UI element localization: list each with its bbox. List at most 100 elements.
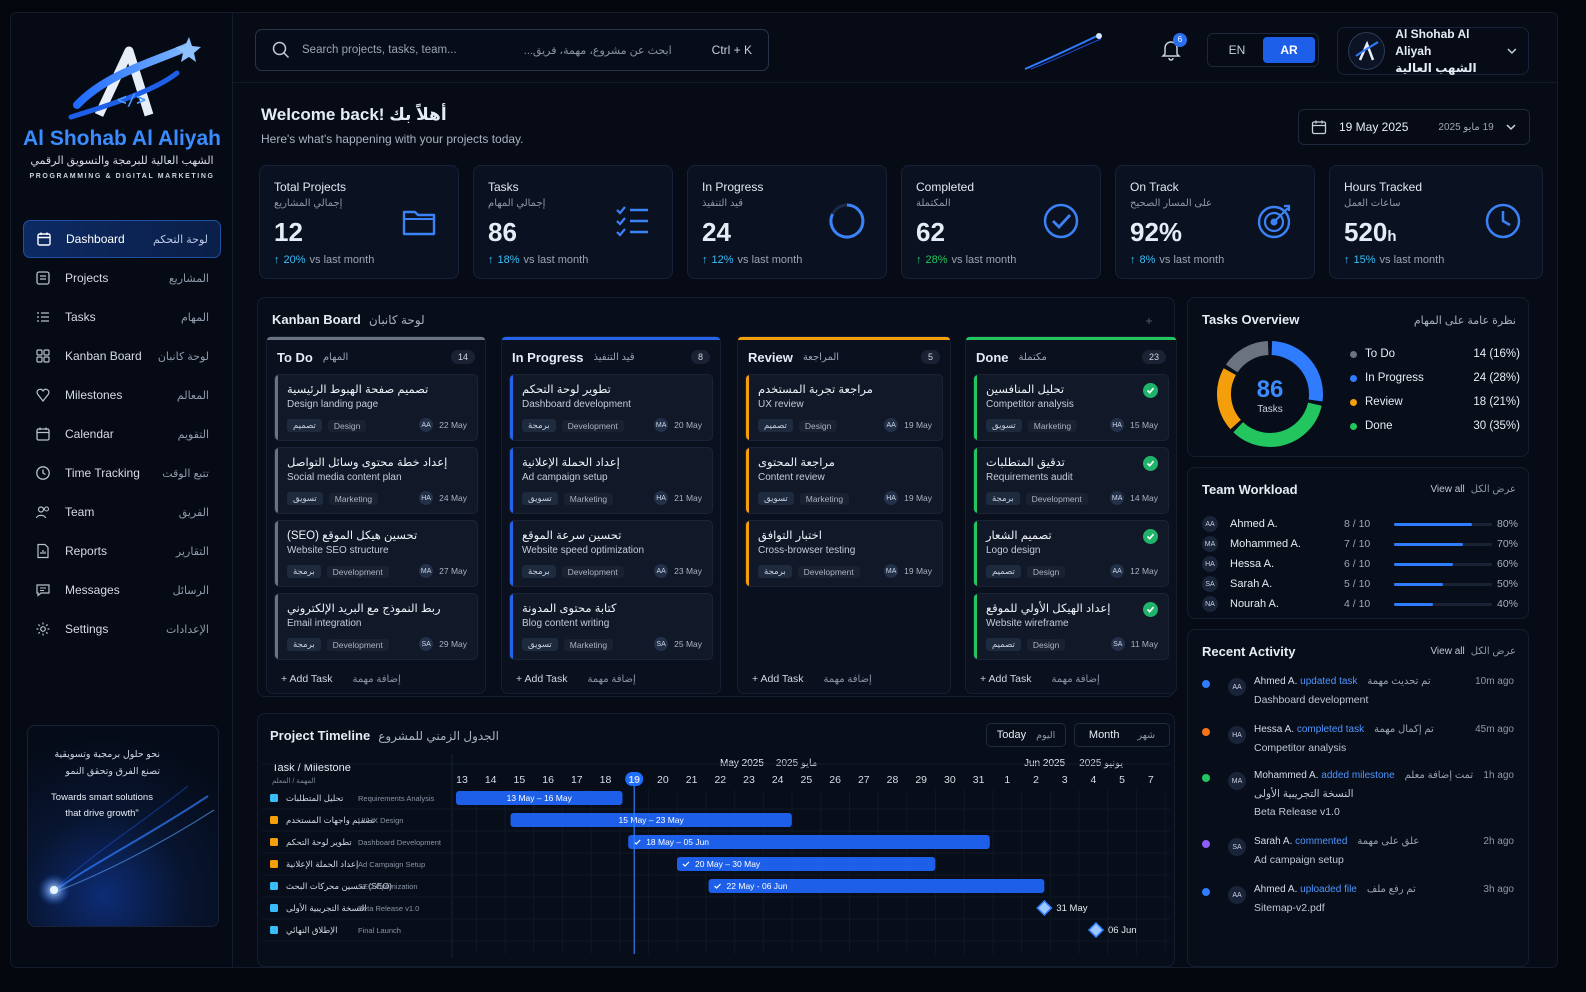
task-card[interactable]: مراجعة تجربة المستخدم UX review تصميم Desig…: [745, 374, 943, 441]
card-status-bar: [275, 375, 278, 440]
calendar-icon: [1311, 120, 1327, 135]
task-card[interactable]: تحسين سرعة الموقع Website speed optimizat…: [509, 520, 713, 587]
add-task-label[interactable]: + Add Task: [281, 673, 333, 685]
activity-action[interactable]: completed task: [1296, 724, 1365, 735]
task-card[interactable]: ربط النموذج مع البريد الإلكتروني Email in…: [274, 593, 478, 660]
column-count: 14: [450, 350, 475, 364]
sidebar-item-tasks[interactable]: Tasks المهام: [23, 298, 221, 336]
add-task-label-ar[interactable]: إضافة مهمة: [352, 674, 401, 685]
milestone-diamond-icon[interactable]: [1087, 921, 1105, 939]
activity-action[interactable]: commented: [1295, 836, 1348, 847]
activity-action[interactable]: uploaded file: [1300, 884, 1357, 895]
card-tags: تسويق Marketing: [758, 492, 850, 505]
workload-row[interactable]: AA Ahmed A. 8 / 10 80%: [1202, 514, 1518, 534]
workload-row[interactable]: NA Nourah A. 4 / 10 40%: [1202, 594, 1518, 614]
workload-row[interactable]: SA Sarah A. 5 / 10 50%: [1202, 574, 1518, 594]
search-placeholder[interactable]: Search projects, tasks, team...: [302, 44, 457, 56]
activity-item[interactable]: AA Ahmed A. updated task تم تحديث مهمة Dash…: [1202, 676, 1514, 716]
lang-en-button[interactable]: EN: [1228, 43, 1246, 57]
workload-row[interactable]: HA Hessa A. 6 / 10 60%: [1202, 554, 1518, 574]
sidebar-item-reports[interactable]: Reports التقارير: [23, 532, 221, 570]
add-task-label-ar[interactable]: إضافة مهمة: [1051, 674, 1100, 685]
task-card[interactable]: إعداد خطة محتوى وسائل التواصل Social medi…: [274, 447, 478, 514]
task-card[interactable]: تدقيق المتطلبات Requirements audit برمجة De…: [973, 447, 1169, 514]
milestone-diamond-icon[interactable]: [1036, 899, 1053, 917]
sidebar-item-team[interactable]: Team الفريق: [23, 493, 221, 531]
card-title-ar: كتابة محتوى المدونة: [522, 601, 702, 615]
task-card[interactable]: إعداد الحملة الإعلانية Ad campaign setup ت…: [509, 447, 713, 514]
sidebar-item-calendar[interactable]: Calendar التقويم: [23, 415, 221, 453]
task-card[interactable]: تصميم الشعار Logo design تصميم Design AA 12 M…: [973, 520, 1169, 587]
member-score: 4 / 10: [1344, 598, 1371, 610]
sidebar-item-settings[interactable]: Settings الإعدادات: [23, 610, 221, 648]
kpi-card-in-progress[interactable]: In Progress قيد التنفيذ 24 ↑ 12% vs last mont…: [687, 165, 887, 279]
donut-slice-done[interactable]: [1233, 402, 1322, 447]
today-button[interactable]: Today اليوم: [986, 723, 1066, 747]
task-card[interactable]: تحسين هيكل الموقع (SEO) Website SEO struc…: [274, 520, 478, 587]
add-task-label[interactable]: + Add Task: [980, 673, 1032, 685]
add-task-label-ar[interactable]: إضافة مهمة: [823, 674, 872, 685]
activity-detail: Dashboard development: [1254, 694, 1369, 706]
sidebar-item-projects[interactable]: Projects المشاريع: [23, 259, 221, 297]
gantt-bar[interactable]: [708, 879, 1045, 893]
kpi-card-completed[interactable]: Completed المكتملة 62 ↑ 28% vs last month: [901, 165, 1101, 279]
month-view-button[interactable]: Month شهر: [1074, 723, 1170, 747]
gantt-bar[interactable]: [456, 791, 623, 805]
tasks-overview-title: Tasks Overview: [1202, 312, 1300, 327]
date-picker[interactable]: 19 May 2025 19 مايو 2025: [1298, 109, 1530, 145]
kpi-card-total-projects[interactable]: Total Projects إجمالي المشاريع 12 ↑ 20% vs la…: [259, 165, 459, 279]
gantt-bar[interactable]: [676, 857, 936, 871]
user-menu[interactable]: Al Shohab Al Aliyah الشهب العالية: [1337, 27, 1529, 75]
sidebar-item-time-tracking[interactable]: Time Tracking تتبع الوقت: [23, 454, 221, 492]
view-all-label[interactable]: View all: [1430, 646, 1465, 657]
task-card[interactable]: اختبار التوافق Cross-browser testing برمجة…: [745, 520, 943, 587]
sidebar-item-label-ar: الإعدادات: [165, 623, 209, 636]
sidebar-item-messages[interactable]: Messages الرسائل: [23, 571, 221, 609]
add-task-button[interactable]: + Add Task إضافة مهمة: [752, 673, 872, 685]
kpi-card-on-track[interactable]: On Track على المسار الصحيح 92% ↑ 8% vs last m…: [1115, 165, 1315, 279]
add-task-label[interactable]: + Add Task: [516, 673, 568, 685]
card-tag: Design: [798, 419, 838, 432]
workload-row[interactable]: MA Mohammed A. 7 / 10 70%: [1202, 534, 1518, 554]
kpi-card-tasks[interactable]: Tasks إجمالي المهام 86 ↑ 18% vs last month: [473, 165, 673, 279]
activity-action[interactable]: added milestone: [1321, 770, 1395, 781]
sidebar-item-kanban-board[interactable]: Kanban Board لوحة كانبان: [23, 337, 221, 375]
add-task-label-ar[interactable]: إضافة مهمة: [587, 674, 636, 685]
task-card[interactable]: تطوير لوحة التحكم Dashboard development بر…: [509, 374, 713, 441]
task-card[interactable]: إعداد الهيكل الأولي للموقع Website wirefr…: [973, 593, 1169, 660]
donut-slice-review[interactable]: [1217, 368, 1242, 430]
add-task-button[interactable]: + Add Task إضافة مهمة: [281, 673, 401, 685]
sidebar-item-label-ar: لوحة كانبان: [157, 350, 209, 363]
task-card[interactable]: كتابة محتوى المدونة Blog content writing ت…: [509, 593, 713, 660]
search-placeholder-ar[interactable]: ابحث عن مشروع، مهمة، فريق...: [523, 44, 672, 57]
task-card[interactable]: تحليل المنافسين Competitor analysis تسويق M…: [973, 374, 1169, 441]
lang-ar-button[interactable]: AR: [1263, 37, 1315, 63]
view-all-label[interactable]: View all: [1430, 484, 1465, 495]
gantt-bar[interactable]: [510, 813, 792, 827]
gantt-bar[interactable]: [628, 835, 990, 849]
add-task-button[interactable]: + Add Task إضافة مهمة: [980, 673, 1100, 685]
activity-item[interactable]: MA Mohammed A. added milestone تمت إضافة م…: [1202, 770, 1514, 818]
brand-logo[interactable]: </> Al Shohab Al Aliyah الشهب العالية لل…: [11, 33, 233, 180]
add-task-label[interactable]: + Add Task: [752, 673, 804, 685]
task-card[interactable]: مراجعة المحتوى Content review تسويق Marketi…: [745, 447, 943, 514]
kanban-options-icon[interactable]: [1144, 316, 1154, 326]
sidebar-item-dashboard[interactable]: Dashboard لوحة التحكم: [23, 220, 221, 258]
view-all-label-ar[interactable]: عرض الكل: [1470, 484, 1516, 495]
activity-item[interactable]: SA Sarah A. commented علق على مهمة Ad campa…: [1202, 836, 1514, 876]
search-bar[interactable]: Search projects, tasks, team... ابحث عن …: [255, 29, 769, 71]
activity-action[interactable]: updated task: [1300, 676, 1358, 687]
task-card[interactable]: تصميم صفحة الهبوط الرئيسية Design landing…: [274, 374, 478, 441]
team-workload-view-all[interactable]: View all عرض الكل: [1430, 484, 1516, 495]
view-all-label-ar[interactable]: عرض الكل: [1470, 646, 1516, 657]
activity-item[interactable]: HA Hessa A. completed task تم إكمال مهمة Co…: [1202, 724, 1514, 764]
donut-slice-in-progress[interactable]: [1271, 341, 1323, 402]
activity-time: 10m ago: [1475, 676, 1514, 687]
add-task-button[interactable]: + Add Task إضافة مهمة: [516, 673, 636, 685]
sidebar-item-milestones[interactable]: Milestones المعالم: [23, 376, 221, 414]
donut-slice-to-do[interactable]: [1225, 341, 1269, 373]
done-check-icon: [1143, 456, 1158, 471]
activity-item[interactable]: AA Ahmed A. uploaded file تم رفع ملف Sitema…: [1202, 884, 1514, 924]
recent-activity-view-all[interactable]: View all عرض الكل: [1430, 646, 1516, 657]
kpi-card-hours-tracked[interactable]: Hours Tracked ساعات العمل 520h ↑ 15% vs last …: [1329, 165, 1543, 279]
